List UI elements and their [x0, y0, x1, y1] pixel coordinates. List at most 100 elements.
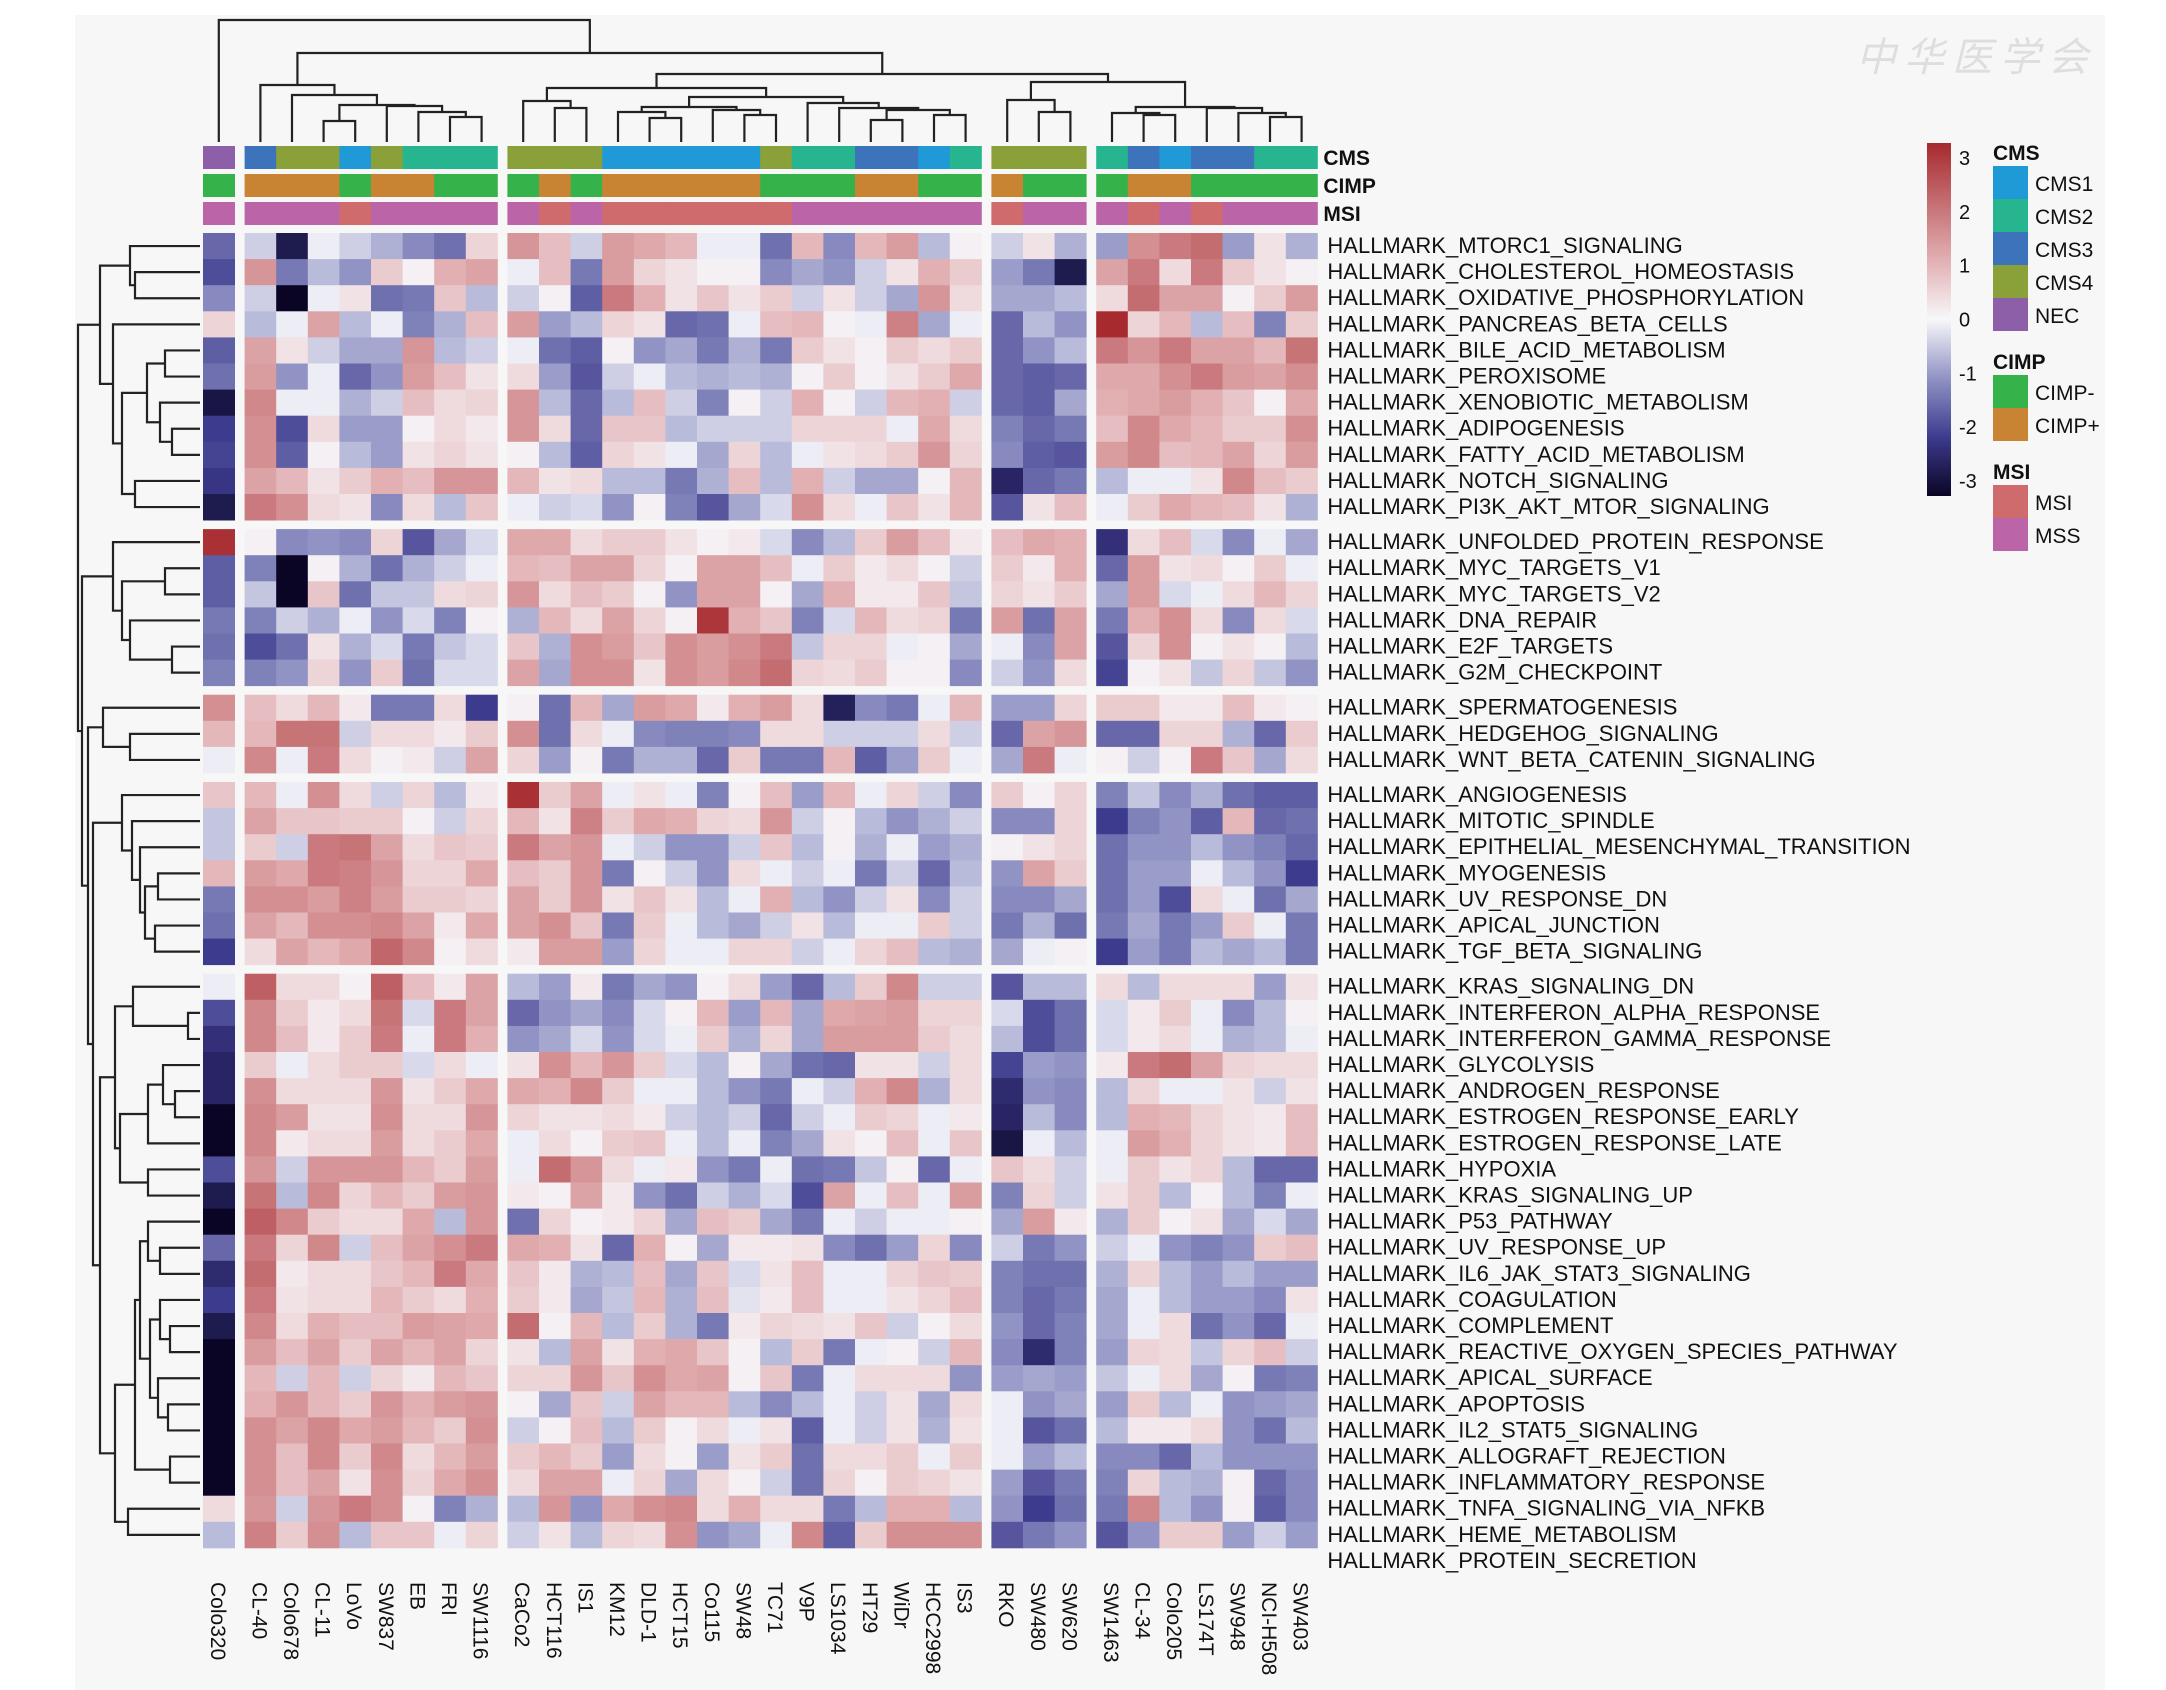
heatmap-cell: [1222, 1104, 1255, 1131]
heatmap-cell: [991, 494, 1024, 521]
heatmap-cell: [855, 1182, 887, 1209]
annotation-cell-msi: [918, 202, 951, 225]
heatmap-cell: [276, 1339, 309, 1366]
heatmap-cell: [1054, 1156, 1087, 1183]
heatmap-cell: [760, 1339, 793, 1366]
heatmap-cell: [539, 999, 571, 1027]
heatmap-cell: [203, 1208, 235, 1236]
heatmap-cell: [823, 1078, 856, 1105]
heatmap-cell: [465, 973, 498, 1001]
heatmap-cell: [728, 720, 761, 748]
dendrogram-branch: [120, 391, 147, 496]
heatmap-cell: [507, 1130, 540, 1157]
heatmap-cell: [465, 259, 498, 286]
heatmap-cell: [855, 1260, 887, 1288]
heatmap-cell: [465, 834, 498, 861]
heatmap-cell: [507, 1339, 540, 1366]
heatmap-cell: [1023, 782, 1055, 809]
heatmap-cell: [949, 529, 982, 556]
heatmap-cell: [570, 259, 603, 286]
heatmap-cell: [307, 233, 340, 260]
dendrogram-branch: [156, 872, 200, 901]
annotation-cell-msi: [665, 202, 698, 225]
heatmap-cell: [434, 581, 467, 608]
heatmap-cell: [1222, 529, 1255, 556]
heatmap-cell: [402, 1182, 435, 1209]
heatmap-cell: [886, 938, 919, 966]
heatmap-cell: [665, 494, 698, 521]
heatmap-cell: [728, 415, 761, 443]
annotation-legend: CMSCMS1CMS2CMS3CMS4NECCIMPCIMP-CIMP+MSIM…: [1993, 142, 2100, 551]
heatmap-cell: [918, 233, 951, 260]
heatmap-cell: [402, 912, 435, 939]
heatmap-cell: [339, 1234, 372, 1262]
heatmap-cell: [465, 581, 498, 608]
heatmap-cell: [371, 1286, 403, 1314]
heatmap-cell: [402, 1339, 435, 1366]
heatmap-cell: [665, 1391, 698, 1418]
heatmap-cell: [728, 1078, 761, 1105]
heatmap-cell: [371, 659, 403, 687]
heatmap-cell: [949, 999, 982, 1027]
heatmap-cell: [633, 1391, 666, 1418]
heatmap-cell: [918, 633, 951, 660]
heatmap-cell: [949, 233, 982, 260]
dendrogram-branch: [156, 1377, 200, 1419]
heatmap-cell: [855, 1078, 887, 1105]
heatmap-cell: [949, 1391, 982, 1418]
heatmap-cell: [991, 607, 1024, 634]
heatmap-cell: [1159, 555, 1192, 582]
heatmap-cell: [339, 860, 372, 887]
heatmap-cell: [371, 607, 403, 634]
annotation-cell-msi: [371, 202, 403, 225]
heatmap-cell: [1127, 1417, 1160, 1444]
heatmap-cell: [918, 1182, 951, 1209]
heatmap-cell: [465, 1313, 498, 1340]
heatmap-cell: [728, 1286, 761, 1314]
dendrogram-branch: [145, 362, 165, 424]
row-dendrogram: [76, 244, 200, 1536]
heatmap-cell: [1096, 259, 1129, 286]
row-label: HALLMARK_UNFOLDED_PROTEIN_RESPONSE: [1327, 529, 1823, 554]
heatmap-cell: [203, 467, 235, 495]
heatmap-cell: [949, 1234, 982, 1262]
heatmap-cell: [633, 494, 666, 521]
dendrogram-branch: [120, 793, 200, 852]
heatmap-cell: [728, 1182, 761, 1209]
heatmap-cell: [602, 337, 635, 364]
heatmap-cell: [791, 659, 824, 687]
heatmap-cell: [823, 1391, 856, 1418]
heatmap-cell: [1023, 285, 1055, 312]
heatmap-cell: [402, 1208, 435, 1236]
dendrogram-branch: [1006, 98, 1056, 142]
heatmap-cell: [276, 912, 309, 939]
annotation-cell-cms: [507, 146, 540, 169]
heatmap-cell: [539, 1417, 571, 1444]
heatmap-cell: [1254, 1286, 1287, 1314]
heatmap-cell: [1127, 860, 1160, 887]
heatmap-cell: [339, 1025, 372, 1053]
heatmap-cell: [1096, 659, 1129, 687]
heatmap-cell: [1159, 1260, 1192, 1288]
heatmap-cell: [203, 1104, 235, 1131]
heatmap-cell: [1254, 529, 1287, 556]
heatmap-cell: [1159, 938, 1192, 966]
heatmap-cell: [602, 363, 635, 390]
heatmap-cell: [1191, 912, 1223, 939]
heatmap-cell: [539, 415, 571, 443]
heatmap-cell: [402, 441, 435, 469]
heatmap-cell: [507, 1417, 540, 1444]
heatmap-cell: [539, 389, 571, 417]
heatmap-cell: [602, 1365, 635, 1392]
heatmap-cell: [1285, 1521, 1318, 1549]
heatmap-cell: [539, 1234, 571, 1262]
heatmap-cell: [855, 607, 887, 634]
heatmap-cell: [1127, 581, 1160, 608]
annotation-cell-cms: [633, 146, 666, 169]
legend-item-label: CMS4: [2035, 272, 2094, 295]
heatmap-cell: [307, 1286, 340, 1314]
heatmap-cell: [570, 494, 603, 521]
heatmap-cell: [339, 607, 372, 634]
heatmap-cell: [728, 1339, 761, 1366]
heatmap-cell: [855, 1234, 887, 1262]
